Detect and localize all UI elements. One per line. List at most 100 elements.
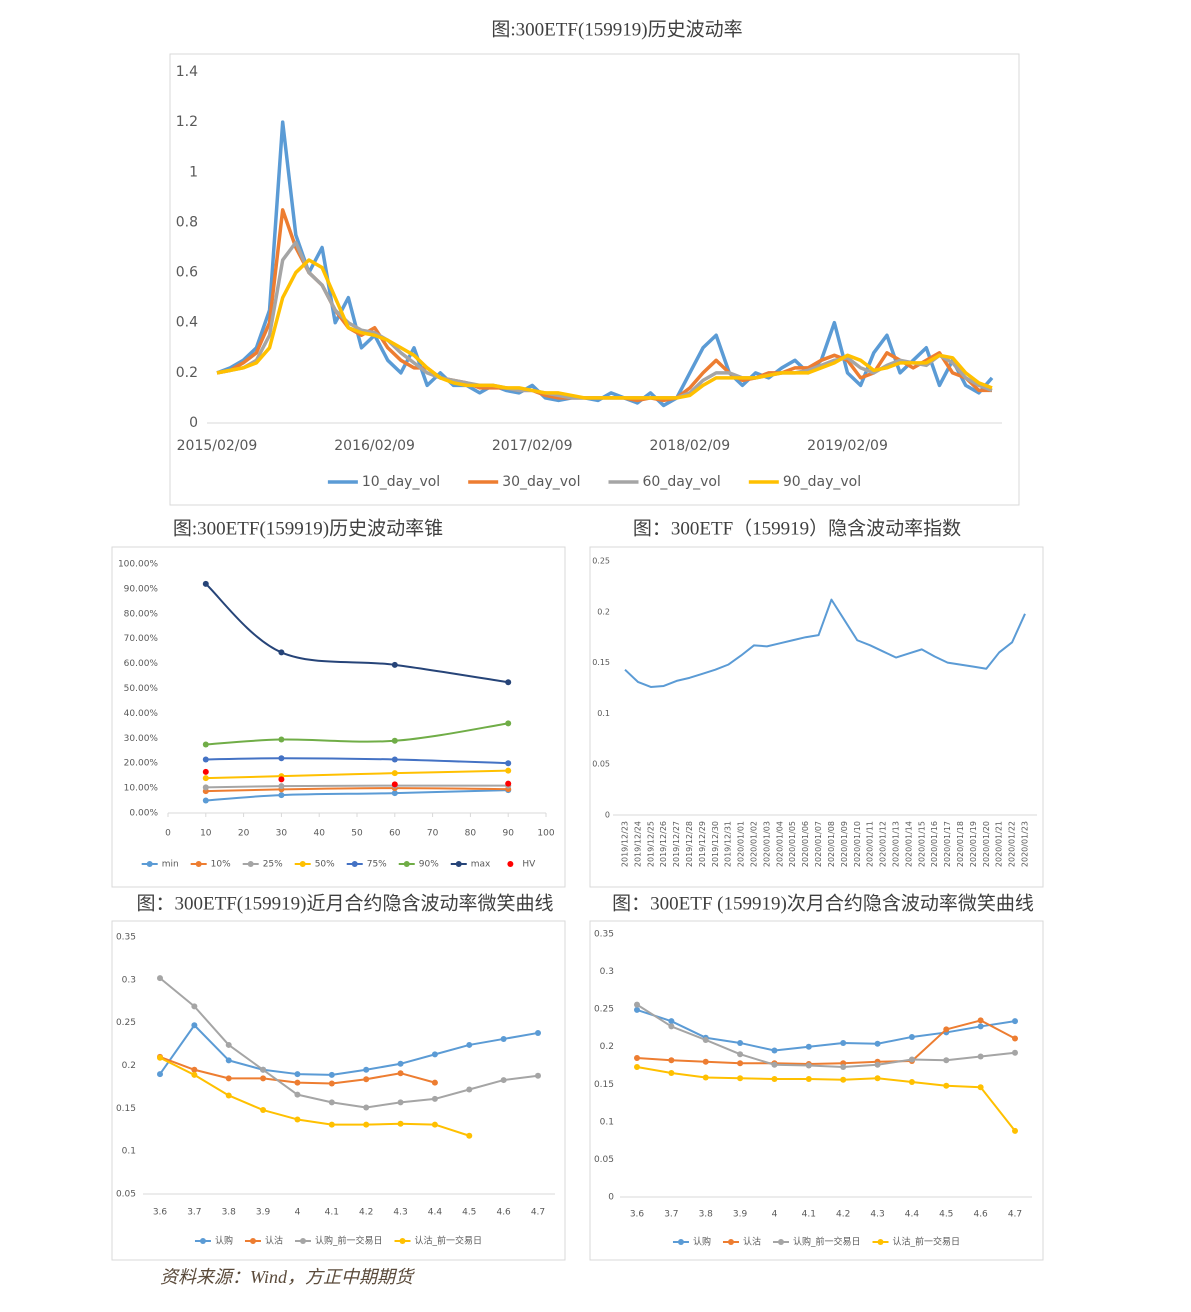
x-tick-label: 2016/02/09 bbox=[334, 438, 415, 454]
chart-frame bbox=[169, 53, 1020, 506]
legend-marker bbox=[455, 861, 462, 867]
x-tick-label: 2020/01/10 bbox=[853, 821, 862, 867]
data-point bbox=[363, 1076, 370, 1083]
x-tick-label: 2019/12/23 bbox=[621, 821, 630, 867]
legend-marker bbox=[249, 1238, 256, 1244]
x-tick-label: 2015/02/09 bbox=[177, 438, 258, 454]
series-line bbox=[205, 769, 509, 780]
y-tick-label: 20.00% bbox=[124, 759, 159, 769]
data-point bbox=[505, 780, 512, 787]
data-point bbox=[908, 1079, 915, 1086]
y-tick-label: 0.15 bbox=[592, 658, 610, 667]
x-tick-label: 4.5 bbox=[939, 1210, 953, 1220]
series-line bbox=[216, 258, 993, 400]
data-point bbox=[634, 1064, 640, 1071]
y-tick-label: 0.25 bbox=[594, 1005, 614, 1015]
legend-label: 90% bbox=[419, 860, 439, 870]
x-tick-label: 3.7 bbox=[664, 1210, 678, 1220]
data-point bbox=[840, 1076, 847, 1083]
data-point bbox=[943, 1026, 950, 1033]
x-tick-label: 2019/02/09 bbox=[807, 438, 888, 454]
data-point bbox=[977, 1084, 984, 1091]
y-tick-label: 0 bbox=[608, 1193, 614, 1203]
series-line bbox=[205, 784, 509, 789]
chart-frame bbox=[111, 546, 566, 888]
chart-title: 图：300ETF(159919)近月合约隐含波动率微笑曲线 bbox=[137, 892, 554, 914]
data-point bbox=[505, 760, 512, 767]
legend-marker bbox=[677, 1239, 684, 1245]
y-tick-label: 0.2 bbox=[597, 607, 610, 616]
data-point bbox=[908, 1033, 915, 1040]
x-tick-label: 4.2 bbox=[359, 1208, 373, 1218]
data-point bbox=[535, 1029, 541, 1036]
chart-title: 图：300ETF (159919)次月合约隐含波动率微笑曲线 bbox=[612, 892, 1034, 914]
legend: 认购 认沽 认购_前一交易日 认沽_前一交易日 bbox=[194, 1235, 482, 1247]
legend-marker bbox=[199, 1238, 206, 1244]
data-point bbox=[943, 1082, 950, 1089]
legend-label: 10% bbox=[211, 860, 231, 870]
legend-marker bbox=[507, 861, 514, 867]
data-point bbox=[977, 1017, 984, 1024]
legend-label: 认购_前一交易日 bbox=[793, 1236, 861, 1248]
x-tick-label: 4.6 bbox=[973, 1210, 988, 1220]
data-point bbox=[191, 1071, 198, 1078]
data-point bbox=[1012, 1049, 1018, 1056]
data-point bbox=[202, 784, 209, 791]
data-point bbox=[737, 1075, 744, 1082]
data-point bbox=[431, 1121, 438, 1128]
y-tick-label: 0.25 bbox=[116, 1018, 136, 1028]
y-tick-label: 80.00% bbox=[124, 609, 159, 619]
legend: 10_day_vol 30_day_vol 60_day_vol 90_day_vol bbox=[327, 474, 861, 490]
y-tick-label: 0.1 bbox=[122, 1147, 136, 1157]
x-tick-label: 2019/12/31 bbox=[724, 821, 733, 867]
legend-marker bbox=[778, 1239, 784, 1245]
y-tick-label: 0.15 bbox=[594, 1080, 614, 1090]
data-point bbox=[202, 797, 209, 804]
x-tick-label: 2020/01/20 bbox=[982, 821, 991, 867]
data-point bbox=[278, 755, 285, 762]
data-point bbox=[634, 1006, 640, 1013]
legend-label: 25% bbox=[263, 860, 283, 870]
legend-marker bbox=[247, 861, 254, 867]
data-point bbox=[505, 767, 512, 774]
x-tick-label: 2019/12/26 bbox=[659, 821, 668, 867]
data-point bbox=[1012, 1035, 1018, 1042]
y-tick-label: 0.3 bbox=[600, 967, 614, 977]
y-tick-label: 0.05 bbox=[594, 1155, 614, 1165]
data-point bbox=[278, 792, 285, 799]
x-tick-label: 2020/01/16 bbox=[930, 821, 939, 867]
data-point bbox=[260, 1066, 267, 1073]
data-point bbox=[840, 1064, 847, 1071]
series-line bbox=[636, 1019, 1016, 1065]
y-tick-label: 0.00% bbox=[129, 809, 158, 819]
legend-label: 认购 bbox=[215, 1235, 233, 1247]
legend: min 10% 25% 50% 75% 90% max HV bbox=[141, 860, 536, 870]
data-point bbox=[191, 1022, 198, 1029]
data-point bbox=[294, 1071, 301, 1078]
x-tick-label: 50 bbox=[351, 829, 363, 839]
y-tick-label: 0 bbox=[189, 415, 198, 431]
y-tick-label: 50.00% bbox=[124, 684, 159, 694]
x-tick-label: 3.9 bbox=[733, 1210, 748, 1220]
y-tick-label: 0.2 bbox=[600, 1042, 614, 1052]
data-point bbox=[431, 1051, 438, 1058]
x-tick-label: 2017/02/09 bbox=[492, 438, 573, 454]
series-line bbox=[205, 787, 509, 793]
data-point bbox=[805, 1062, 812, 1069]
data-point bbox=[737, 1060, 744, 1067]
x-tick-label: 60 bbox=[389, 829, 401, 839]
legend-label: 10_day_vol bbox=[362, 474, 440, 490]
series-line bbox=[159, 977, 539, 1109]
data-point bbox=[225, 1092, 232, 1099]
series-line bbox=[636, 1003, 1016, 1068]
data-point bbox=[157, 1054, 163, 1061]
data-point bbox=[908, 1056, 915, 1063]
y-tick-label: 0.15 bbox=[116, 1104, 136, 1114]
data-point bbox=[500, 1035, 507, 1042]
data-point bbox=[771, 1061, 778, 1068]
data-point bbox=[702, 1036, 709, 1043]
x-tick-label: 90 bbox=[502, 829, 514, 839]
x-tick-label: 80 bbox=[465, 829, 477, 839]
data-point bbox=[391, 756, 398, 763]
data-point bbox=[668, 1070, 675, 1077]
